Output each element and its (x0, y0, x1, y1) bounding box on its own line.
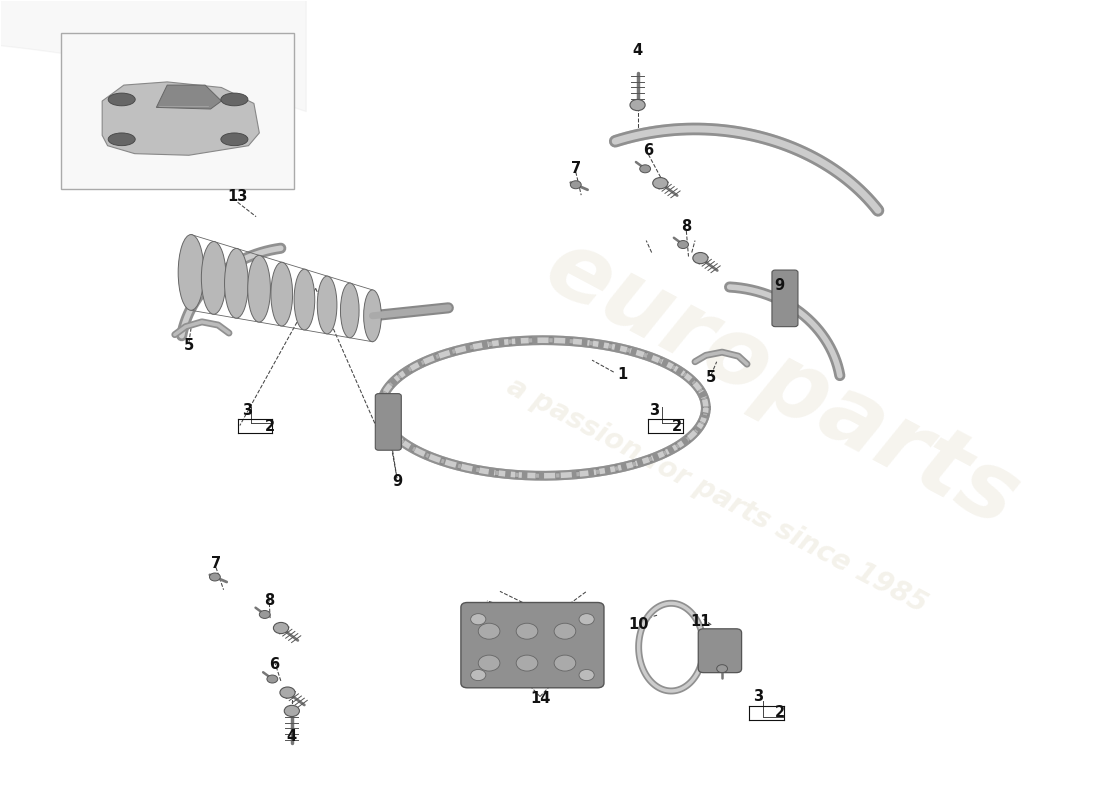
Ellipse shape (224, 249, 249, 318)
Ellipse shape (221, 133, 248, 146)
Circle shape (471, 670, 486, 681)
FancyBboxPatch shape (698, 629, 741, 673)
Text: 2: 2 (671, 419, 682, 434)
Ellipse shape (108, 93, 135, 106)
Text: 10: 10 (628, 618, 649, 632)
Text: 8: 8 (264, 594, 274, 608)
Text: 13: 13 (228, 190, 248, 204)
Circle shape (471, 614, 486, 625)
Circle shape (717, 665, 727, 673)
Text: 9: 9 (774, 278, 784, 294)
Circle shape (478, 655, 499, 671)
Ellipse shape (294, 269, 315, 330)
FancyBboxPatch shape (461, 602, 604, 688)
Circle shape (478, 623, 499, 639)
Polygon shape (102, 82, 260, 155)
Text: 3: 3 (752, 689, 763, 704)
Text: 2: 2 (774, 705, 784, 720)
Circle shape (693, 253, 708, 264)
Text: 3: 3 (649, 403, 659, 418)
Ellipse shape (108, 133, 135, 146)
Text: 7: 7 (571, 162, 581, 176)
Circle shape (516, 623, 538, 639)
Text: 5: 5 (184, 338, 194, 354)
Circle shape (678, 241, 689, 249)
Circle shape (260, 610, 271, 618)
Ellipse shape (178, 234, 204, 310)
Circle shape (274, 622, 288, 634)
Circle shape (630, 99, 645, 110)
Circle shape (209, 573, 220, 581)
Text: 11: 11 (690, 614, 711, 629)
Circle shape (279, 687, 295, 698)
Text: 4: 4 (632, 43, 642, 58)
Text: 9: 9 (392, 474, 402, 489)
Ellipse shape (248, 255, 271, 322)
Circle shape (579, 614, 594, 625)
Text: a passion for parts since 1985: a passion for parts since 1985 (502, 373, 932, 618)
Ellipse shape (271, 262, 293, 326)
Text: 14: 14 (530, 691, 550, 706)
Bar (60, 34, 294, 189)
Circle shape (554, 655, 575, 671)
Text: 4: 4 (287, 729, 297, 744)
Text: 1: 1 (617, 367, 627, 382)
Text: 5: 5 (706, 370, 716, 385)
Circle shape (516, 655, 538, 671)
Ellipse shape (341, 283, 359, 338)
Text: 8: 8 (681, 218, 692, 234)
Text: europarts: europarts (529, 221, 1034, 547)
Circle shape (652, 178, 668, 189)
Circle shape (640, 165, 650, 173)
Circle shape (554, 623, 575, 639)
Text: 6: 6 (644, 143, 653, 158)
Circle shape (571, 181, 581, 189)
Ellipse shape (364, 290, 382, 342)
Text: 2: 2 (265, 419, 275, 434)
Ellipse shape (201, 242, 227, 314)
Ellipse shape (221, 93, 248, 106)
Text: 7: 7 (211, 556, 221, 571)
Circle shape (579, 670, 594, 681)
Circle shape (284, 706, 299, 717)
Polygon shape (156, 85, 221, 109)
Circle shape (267, 675, 277, 683)
Ellipse shape (317, 276, 337, 334)
Text: 6: 6 (270, 657, 279, 672)
FancyBboxPatch shape (375, 394, 402, 450)
FancyBboxPatch shape (772, 270, 798, 326)
Text: 3: 3 (242, 403, 253, 418)
